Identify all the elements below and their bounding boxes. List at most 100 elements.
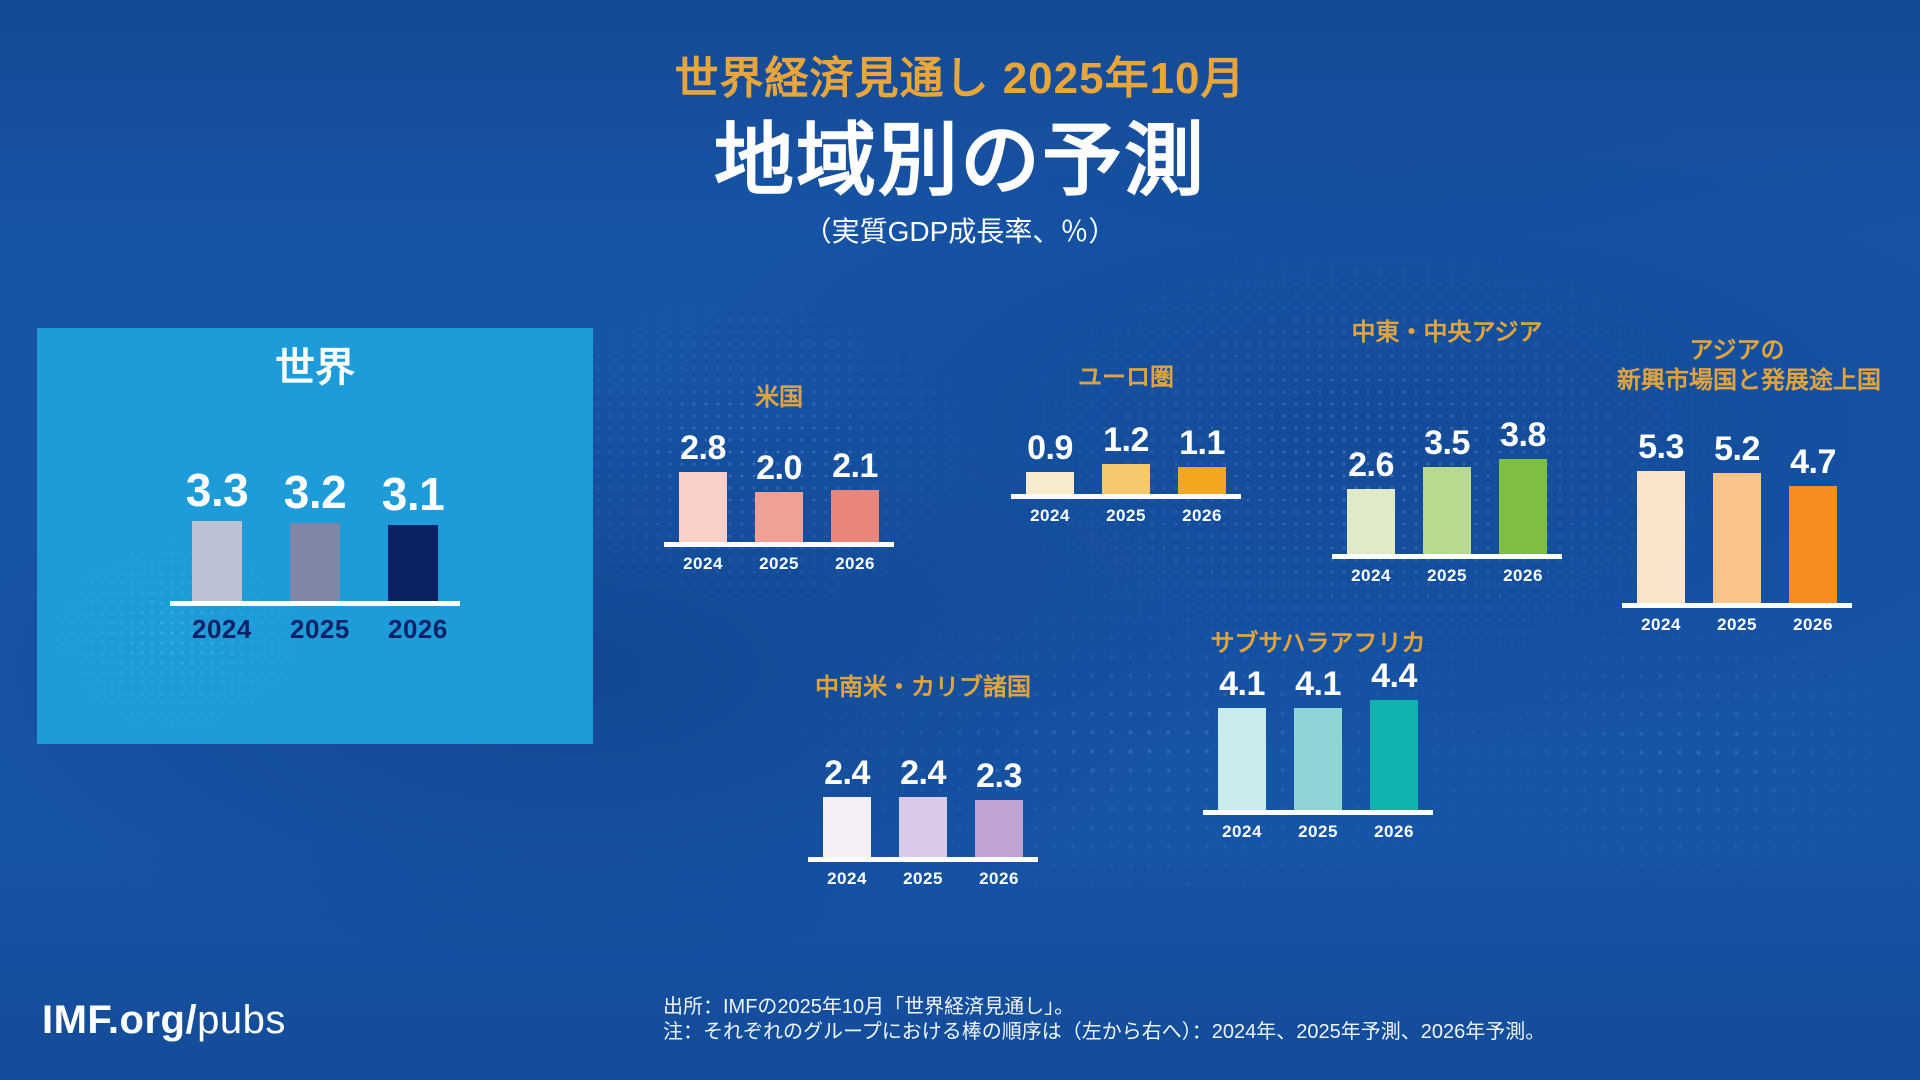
chart-title-us: 米国 bbox=[659, 383, 899, 413]
bar-value-label: 3.1 bbox=[381, 468, 445, 521]
chart-title-line: 新興市場国と発展途上国 bbox=[1617, 367, 1881, 394]
year-label-2024: 2024 bbox=[1222, 822, 1262, 841]
bar-column-2025: 5.2 bbox=[1713, 432, 1761, 603]
bars-group: 3.3 3.2 3.1 bbox=[37, 402, 593, 601]
x-axis-line bbox=[1622, 603, 1852, 608]
bar-value-label: 3.5 bbox=[1424, 423, 1470, 462]
year-label-2024: 2024 bbox=[1641, 615, 1681, 634]
year-labels: 2024 2025 2026 bbox=[37, 614, 593, 645]
bars-group: 4.1 4.1 4.4 bbox=[1198, 659, 1438, 810]
bar-value-label: 2.1 bbox=[832, 446, 878, 485]
bar-column-2026: 2.3 bbox=[975, 756, 1023, 857]
year-labels: 2024 2025 2026 bbox=[1006, 506, 1246, 526]
imf-pubs-logo: IMF.org/pubs bbox=[42, 998, 286, 1043]
bars-group: 5.3 5.2 4.7 bbox=[1617, 396, 1857, 603]
world-highlight-panel: 世界 3.3 3.2 3.1 2024 2025 2026 bbox=[37, 328, 593, 744]
year-label-2025: 2025 bbox=[1106, 506, 1146, 525]
bar-value-label: 0.9 bbox=[1027, 428, 1073, 467]
year-label-2024: 2024 bbox=[1030, 506, 1070, 525]
bar-column-2025: 4.1 bbox=[1294, 664, 1342, 810]
bar-value-label: 2.4 bbox=[900, 754, 946, 792]
bar-2024 bbox=[1637, 470, 1685, 603]
bar-2026 bbox=[975, 799, 1023, 857]
bar-column-2026: 2.1 bbox=[831, 446, 879, 542]
region-chart-us: 米国 2.8 2.0 2.1 2024 2025 2026 bbox=[659, 383, 899, 574]
bar-value-label: 2.3 bbox=[976, 756, 1022, 795]
year-label-2024: 2024 bbox=[827, 869, 867, 888]
year-label-2025: 2025 bbox=[1717, 615, 1757, 634]
year-label-2024: 2024 bbox=[192, 614, 252, 644]
region-chart-latam: 中南米・カリブ諸国 2.4 2.4 2.3 2024 2025 2026 bbox=[803, 673, 1043, 889]
bars-group: 2.4 2.4 2.3 bbox=[803, 703, 1043, 857]
chart-title-line: 中東・中央アジア bbox=[1351, 319, 1543, 346]
year-label-2026: 2026 bbox=[1793, 615, 1833, 634]
bars-group: 0.9 1.2 1.1 bbox=[1006, 393, 1246, 494]
order-note: 注：それぞれのグループにおける棒の順序は（左から右へ）：2024年、2025年予… bbox=[663, 1021, 1546, 1043]
year-label-2024: 2024 bbox=[1351, 566, 1391, 585]
bar-column-2025: 3.5 bbox=[1423, 423, 1471, 554]
chart-title-line: ユーロ圏 bbox=[1078, 364, 1174, 391]
bar-value-label: 2.4 bbox=[824, 754, 870, 792]
bar-column-2025: 2.0 bbox=[755, 451, 803, 542]
bar-2026 bbox=[1370, 700, 1418, 810]
bar-2025 bbox=[755, 492, 803, 542]
bar-2024 bbox=[192, 520, 242, 601]
x-axis-line bbox=[170, 601, 460, 606]
bar-value-label: 2.8 bbox=[680, 429, 726, 467]
chart-title-africa: サブサハラアフリカ bbox=[1198, 629, 1438, 659]
brand-bold: IMF.org/ bbox=[42, 998, 198, 1042]
source-note: 出所：IMFの2025年10月「世界経済見通し」。 bbox=[663, 996, 1075, 1018]
chart-title-line: サブサハラアフリカ bbox=[1210, 630, 1426, 657]
bar-2024 bbox=[679, 472, 727, 542]
chart-title-line: 中南米・カリブ諸国 bbox=[815, 674, 1031, 701]
chart-title-mideast: 中東・中央アジア bbox=[1327, 318, 1567, 348]
year-label-2025: 2025 bbox=[1298, 822, 1338, 841]
year-label-2026: 2026 bbox=[1374, 822, 1414, 841]
chart-title-line: アジアの bbox=[1689, 337, 1785, 364]
bar-value-label: 5.3 bbox=[1638, 427, 1684, 466]
bar-value-label: 4.1 bbox=[1295, 664, 1341, 703]
bar-2025 bbox=[1423, 466, 1471, 554]
bar-column-2024: 2.8 bbox=[679, 431, 727, 542]
bar-value-label: 5.2 bbox=[1714, 430, 1760, 468]
year-labels: 2024 2025 2026 bbox=[803, 869, 1043, 889]
brand-light: pubs bbox=[197, 998, 286, 1042]
bar-column-2026: 4.7 bbox=[1789, 442, 1837, 603]
bar-value-label: 3.3 bbox=[185, 463, 249, 516]
year-labels: 2024 2025 2026 bbox=[1617, 615, 1857, 635]
bar-2025 bbox=[1102, 464, 1150, 494]
region-chart-asia: アジアの新興市場国と発展途上国 5.3 5.2 4.7 2024 2025 2026 bbox=[1617, 336, 1881, 635]
bar-2025 bbox=[290, 522, 340, 601]
bars-group: 2.8 2.0 2.1 bbox=[659, 413, 899, 542]
bar-2026 bbox=[831, 489, 879, 542]
region-chart-mideast: 中東・中央アジア 2.6 3.5 3.8 2024 2025 2026 bbox=[1327, 318, 1567, 586]
bar-value-label: 4.1 bbox=[1219, 664, 1265, 703]
particle-field bbox=[1480, 610, 1900, 890]
bar-column-2026: 4.4 bbox=[1370, 659, 1418, 810]
year-label-2026: 2026 bbox=[388, 614, 448, 644]
bar-column-2024: 0.9 bbox=[1026, 428, 1074, 494]
bar-2026 bbox=[1789, 485, 1837, 603]
year-label-2026: 2026 bbox=[1182, 506, 1222, 525]
x-axis-line bbox=[808, 857, 1038, 862]
bar-value-label: 2.6 bbox=[1348, 446, 1394, 484]
x-axis-line bbox=[1203, 810, 1433, 815]
bar-column-2025: 2.4 bbox=[899, 756, 947, 857]
bar-value-label: 1.1 bbox=[1179, 423, 1225, 462]
bars-group: 2.6 3.5 3.8 bbox=[1327, 348, 1567, 554]
bar-value-label: 1.2 bbox=[1103, 421, 1149, 459]
year-label-2024: 2024 bbox=[683, 554, 723, 573]
bar-2026 bbox=[1178, 466, 1226, 494]
x-axis-line bbox=[1332, 554, 1562, 559]
bar-2026 bbox=[388, 525, 438, 601]
bar-value-label: 2.0 bbox=[756, 449, 802, 487]
footnotes: 出所：IMFの2025年10月「世界経済見通し」。 注：それぞれのグループにおけ… bbox=[663, 995, 1545, 1045]
bar-value-label: 4.7 bbox=[1790, 442, 1836, 481]
region-chart-world: 世界 3.3 3.2 3.1 2024 2025 2026 bbox=[37, 344, 593, 645]
year-label-2026: 2026 bbox=[1503, 566, 1543, 585]
bar-column-2024: 4.1 bbox=[1218, 664, 1266, 810]
chart-title-world: 世界 bbox=[37, 344, 593, 392]
chart-title-euro: ユーロ圏 bbox=[1006, 363, 1246, 393]
bar-column-2024: 2.4 bbox=[823, 756, 871, 857]
